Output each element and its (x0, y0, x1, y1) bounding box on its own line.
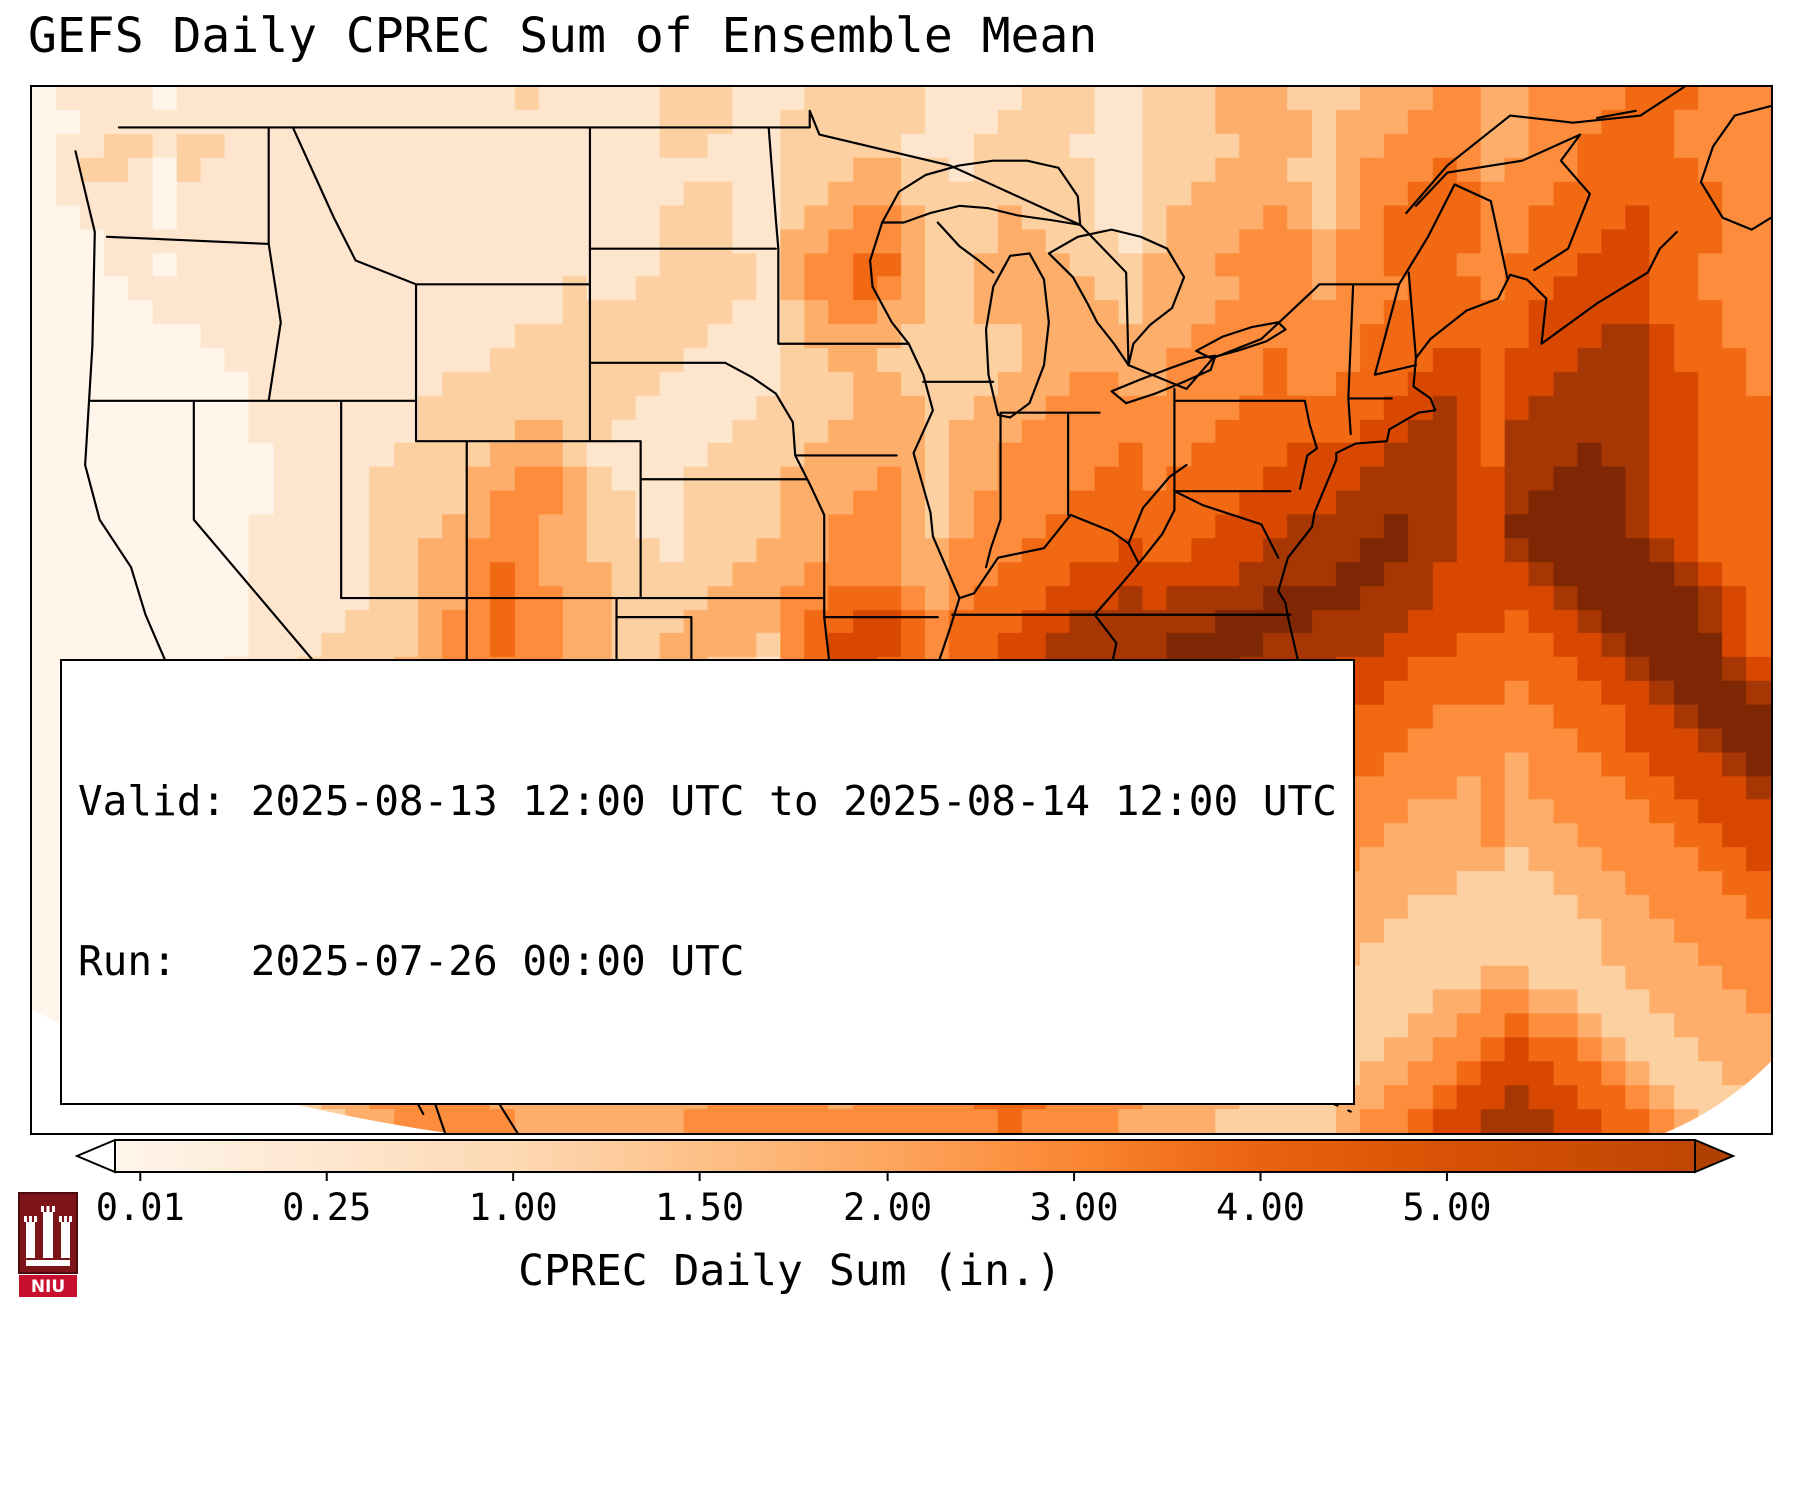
run-time-text: Run: 2025-07-26 00:00 UTC (78, 937, 745, 986)
colorbar-tick-label: 4.00 (1215, 1186, 1306, 1229)
colorbar-tick-label: 2.00 (843, 1186, 933, 1229)
castle-icon (24, 1206, 72, 1266)
lake-erie (1110, 354, 1217, 405)
niu-logo: NIU (18, 1192, 78, 1298)
map-panel: Valid: 2025-08-13 12:00 UTC to 2025-08-1… (30, 85, 1773, 1135)
anticosti-island (1596, 109, 1637, 119)
valid-time-text: Valid: 2025-08-13 12:00 UTC to 2025-08-1… (78, 777, 1337, 826)
lake-huron (1047, 228, 1186, 367)
colorbar-tick-label: 0.25 (282, 1186, 372, 1229)
gaspe-new-brunswick-coastline (1414, 133, 1591, 272)
colorbar-tick-label: 1.00 (468, 1186, 558, 1229)
niu-text: NIU (31, 1277, 65, 1297)
niu-band (19, 1275, 77, 1297)
colorbar-under-arrow (75, 1139, 116, 1174)
newfoundland-coastline (1699, 104, 1771, 231)
lake-ontario (1195, 321, 1287, 360)
figure-title: GEFS Daily CPREC Sum of Ensemble Mean (28, 8, 1098, 64)
colorbar-label: CPREC Daily Sum (in.) (518, 1246, 1062, 1296)
projection-wedge-right (1664, 1061, 1771, 1133)
lake-michigan (984, 252, 1050, 419)
colorbar-tick-label: 5.00 (1402, 1186, 1492, 1229)
colorbar-tick-label: 3.00 (1029, 1186, 1119, 1229)
st-lawrence-north-shore (1405, 87, 1686, 215)
state-borders-midwest (922, 221, 1188, 600)
state-borders-northeast (1173, 271, 1418, 559)
colorbar-tick-label: 0.01 (95, 1186, 185, 1229)
colorbar-over-arrow (1694, 1139, 1736, 1174)
us-canada-border (117, 109, 1509, 390)
colorbar (75, 1139, 1736, 1181)
bay-of-fundy-nova-scotia-coastline (1509, 230, 1678, 345)
colorbar-ticks (139, 1172, 1448, 1181)
colorbar-gradient-bar (114, 1139, 1696, 1173)
timestamp-box: Valid: 2025-08-13 12:00 UTC to 2025-08-1… (60, 658, 1355, 1105)
lake-superior (881, 159, 1082, 226)
colorbar-tick-label: 1.50 (655, 1186, 745, 1229)
